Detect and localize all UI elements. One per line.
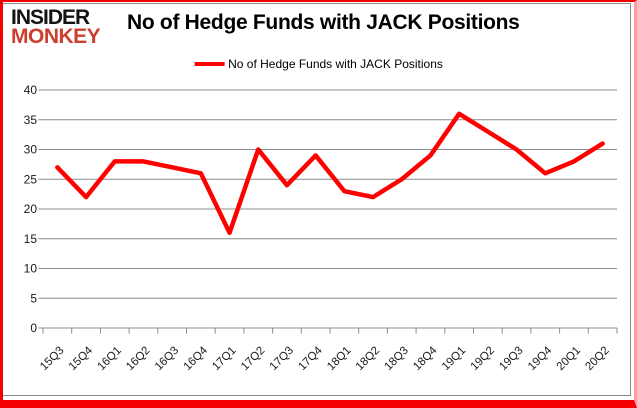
x-tick-label: 19Q2 [469, 345, 497, 373]
x-tick-label: 16Q3 [153, 345, 181, 373]
y-tick-label: 10 [24, 262, 38, 276]
legend-label: No of Hedge Funds with JACK Positions [228, 57, 443, 71]
x-tick-label: 19Q4 [526, 344, 555, 373]
legend-line-swatch [194, 62, 225, 66]
gridlines [38, 89, 617, 329]
y-tick-label: 5 [30, 291, 37, 305]
chart-title: No of Hedge Funds with JACK Positions [127, 11, 520, 34]
insider-monkey-logo: INSIDER MONKEY [11, 6, 101, 49]
y-tick-label: 15 [24, 232, 38, 246]
x-tick-label: 20Q2 [583, 345, 611, 373]
x-tick-label: 17Q2 [239, 345, 267, 373]
y-tick-label: 30 [24, 143, 38, 157]
y-tick-label: 35 [24, 113, 38, 127]
x-tick-label: 17Q1 [210, 345, 238, 373]
y-tick-label: 40 [24, 83, 38, 97]
y-axis-labels: 0 5 10 15 20 25 30 35 40 [24, 83, 38, 335]
logo-text-monkey: MONKEY [11, 25, 101, 49]
logo-text-insider: INSIDER [11, 6, 90, 29]
x-tick-label: 20Q1 [555, 345, 583, 373]
chart-legend: No of Hedge Funds with JACK Positions [194, 57, 443, 71]
x-tick-label: 19Q3 [497, 345, 525, 373]
x-axis-labels: 15Q3 15Q4 16Q1 16Q2 16Q3 16Q4 17Q1 17Q2 17Q3 17Q4… [38, 344, 612, 373]
x-axis-ticks [42, 328, 618, 334]
x-tick-label: 17Q3 [268, 345, 296, 373]
x-tick-label: 15Q4 [67, 344, 96, 373]
x-tick-label: 15Q3 [38, 345, 66, 373]
x-tick-label: 18Q1 [325, 345, 353, 373]
x-tick-label: 18Q4 [411, 344, 440, 373]
x-tick-label: 18Q3 [382, 345, 410, 373]
x-tick-label: 16Q2 [124, 345, 152, 373]
x-tick-label: 18Q2 [354, 345, 382, 373]
x-tick-label: 16Q1 [95, 345, 123, 373]
y-tick-label: 20 [24, 202, 38, 216]
x-tick-label: 17Q4 [296, 344, 325, 373]
x-tick-label: 19Q1 [440, 345, 468, 373]
y-tick-label: 25 [24, 172, 38, 186]
y-tick-label: 0 [30, 321, 37, 335]
x-tick-label: 16Q4 [182, 344, 211, 373]
series-line [55, 111, 605, 236]
